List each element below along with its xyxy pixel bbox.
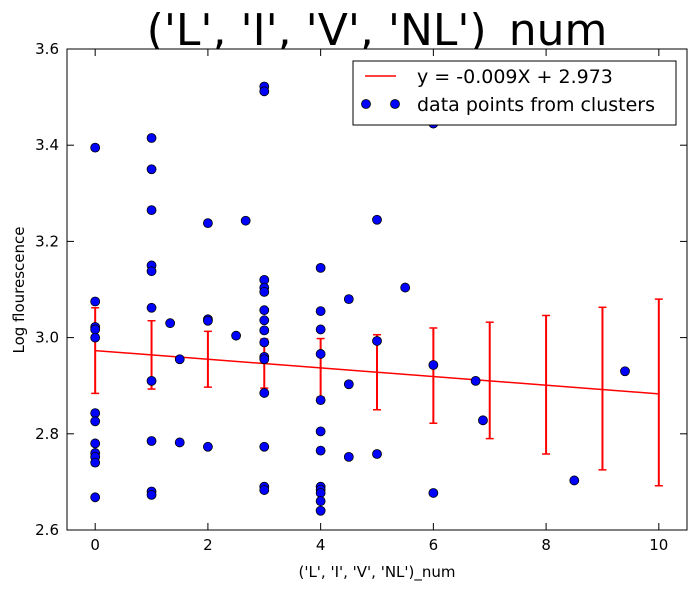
x-axis: 0 2 4 6 8 10 [90, 49, 668, 554]
data-point [478, 415, 488, 426]
data-point [90, 332, 101, 343]
y-tick-label: 3.2 [35, 232, 59, 250]
y-tick-label: 3.6 [35, 40, 59, 58]
data-point [372, 214, 382, 225]
y-tick-label: 2.8 [35, 425, 59, 443]
regression-line-group [95, 349, 659, 395]
data-point [90, 296, 101, 307]
data-point [428, 360, 439, 370]
data-point [259, 305, 270, 316]
data-point [146, 302, 157, 313]
data-point [259, 354, 270, 365]
data-point [259, 485, 270, 495]
x-tick-label: 8 [541, 536, 551, 554]
data-point [174, 437, 185, 448]
data-point [259, 325, 270, 336]
data-point [315, 505, 326, 516]
data-point [372, 449, 382, 459]
x-tick-label: 0 [90, 536, 100, 554]
legend: y = -0.009X + 2.973 data points from clu… [352, 60, 677, 126]
plot-frame [66, 48, 688, 531]
x-tick-label: 6 [429, 536, 439, 554]
data-point [146, 375, 157, 386]
y-tick-label: 3.4 [35, 136, 59, 154]
data-point [343, 451, 354, 462]
data-point [146, 266, 157, 277]
y-axis: 2.6 2.8 3.0 3.2 3.4 3.6 [35, 40, 687, 539]
data-point [343, 379, 354, 390]
y-tick-label: 2.6 [35, 521, 59, 539]
plot-area [66, 48, 688, 531]
y-axis-title: Log flourescence [10, 226, 28, 353]
legend-box [352, 60, 677, 126]
data-point [259, 388, 270, 398]
data-point [315, 488, 326, 498]
data-point [146, 133, 157, 143]
data-point [315, 445, 326, 456]
data-point [428, 488, 439, 498]
data-point [259, 441, 270, 452]
data-point [569, 475, 580, 486]
data-point [146, 436, 157, 446]
data-point [90, 492, 101, 503]
data-point [315, 324, 326, 335]
data-point [315, 496, 326, 507]
data-point [259, 287, 270, 297]
data-point [90, 438, 101, 449]
data-point [231, 330, 241, 341]
x-tick-label: 2 [203, 536, 213, 554]
data-point [203, 218, 213, 229]
data-point [259, 337, 270, 348]
data-point [146, 205, 157, 216]
data-point [315, 395, 326, 406]
legend-label-points: data points from clusters [417, 94, 655, 116]
data-point [165, 318, 176, 329]
data-point [90, 324, 101, 335]
legend-marker [390, 99, 400, 109]
data-point [90, 416, 101, 427]
data-point [343, 294, 354, 305]
x-tick-label: 10 [649, 536, 668, 554]
data-point [203, 315, 213, 326]
data-point [400, 282, 411, 293]
data-point [259, 315, 270, 326]
data-point [174, 354, 185, 365]
data-point [315, 349, 326, 359]
data-point [203, 441, 213, 452]
x-axis-title: ('L', 'I', 'V', 'NL')_num [298, 563, 455, 582]
chart-title: ('L', 'I', 'V', 'NL')_num [147, 5, 608, 56]
data-point [146, 164, 157, 175]
data-point [315, 262, 326, 273]
data-point [315, 426, 326, 437]
data-point [372, 336, 382, 346]
data-points [90, 81, 630, 516]
data-point [620, 366, 630, 377]
y-tick-label: 3.0 [35, 329, 59, 347]
data-point [90, 142, 101, 153]
x-tick-label: 4 [316, 536, 326, 554]
data-point [90, 457, 101, 468]
data-point [470, 375, 481, 386]
legend-marker [361, 99, 371, 109]
data-point [315, 306, 326, 317]
data-point [240, 215, 251, 226]
data-point [259, 86, 270, 97]
data-point [146, 489, 157, 500]
regression-line [95, 349, 659, 395]
data-point [90, 408, 101, 419]
legend-label-fit: y = -0.009X + 2.973 [417, 66, 613, 88]
